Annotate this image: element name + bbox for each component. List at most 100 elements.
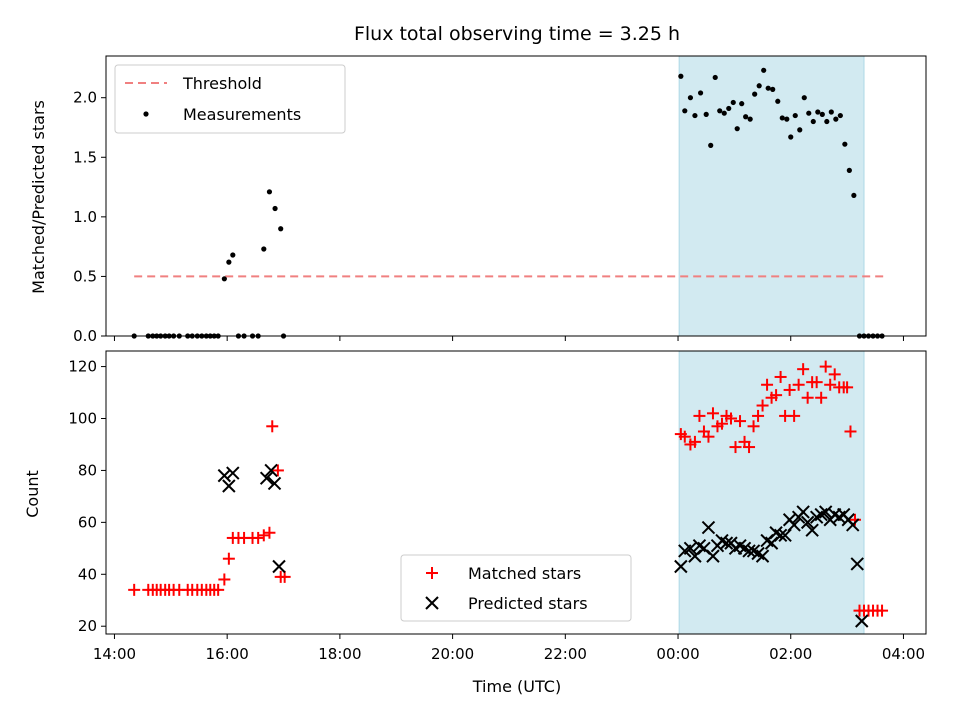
predicted-star-point [800, 515, 815, 530]
measurement-point [739, 101, 745, 107]
x-tick-label: 22:00 [544, 645, 587, 663]
matched-star-point [797, 363, 810, 376]
bottom-plot-frame [105, 350, 927, 635]
predicted-star-point [683, 541, 698, 556]
predicted-star-point [706, 549, 720, 563]
legend-predicted-label: Predicted stars [468, 594, 588, 613]
measurement-point [266, 189, 273, 195]
measurement-point [708, 142, 714, 148]
measurement-point [770, 86, 776, 92]
legend-matched-swatch [426, 567, 438, 579]
matched-star-point [810, 376, 823, 389]
matched-star-point [257, 529, 270, 542]
matched-star-point [263, 526, 276, 539]
matched-star-point [688, 435, 701, 448]
predicted-star-point [267, 476, 282, 491]
measurement-point [734, 126, 740, 132]
matched-star-point [747, 420, 760, 433]
matched-star-point [876, 604, 889, 617]
matched-star-point [702, 430, 715, 443]
measurement-point [687, 95, 694, 101]
measurement-point [824, 118, 830, 125]
measurement-point [846, 167, 852, 173]
bottom-plot: 20 40 60 80 100 120 14:00 16:00 18:00 20:00 22:00… [23, 350, 927, 696]
measurement-point [810, 118, 816, 125]
predicted-star-point [796, 505, 810, 519]
predicted-star-point [850, 557, 864, 571]
top-x-ticks [113, 336, 904, 341]
top-y-ticks: 0.0 0.5 1.0 1.5 2.0 [73, 89, 106, 345]
measurement-point [692, 112, 698, 119]
measurement-point [775, 98, 781, 104]
x-tick-label: 16:00 [206, 645, 249, 663]
matched-star-point [222, 552, 235, 565]
matched-star-point [271, 464, 284, 477]
legend-matched-label: Matched stars [468, 564, 581, 583]
chart-title: Flux total observing time = 3.25 h [354, 23, 680, 45]
predicted-star-point [846, 518, 860, 532]
matched-star-point [752, 409, 765, 422]
top-legend-box [114, 64, 346, 134]
predicted-star-point [755, 549, 770, 563]
x-tick-label: 04:00 [882, 645, 925, 663]
matched-star-point [252, 531, 265, 544]
x-tick-label: 02:00 [769, 645, 812, 663]
measurement-point [828, 109, 834, 115]
x-tick-label: 00:00 [656, 645, 699, 663]
measurement-point [788, 134, 794, 140]
matched-star-point [841, 381, 854, 394]
measurement-point [765, 85, 771, 91]
matched-star-point [828, 368, 841, 381]
measurement-point [792, 112, 798, 119]
predicted-star-point [259, 471, 274, 485]
matched-star-point [706, 407, 719, 420]
measurement-point [747, 116, 753, 122]
measurement-point [678, 73, 684, 79]
predicted-star-point [217, 468, 232, 483]
measurement-point [697, 90, 704, 96]
bottom-legend: Matched stars Predicted stars [400, 554, 632, 622]
matched-star-point [792, 378, 805, 391]
measurement-point [801, 95, 807, 101]
matched-star-point [266, 420, 279, 433]
measurement-point [779, 115, 785, 121]
top-y-axis-label: Matched/Predicted stars [29, 100, 48, 294]
matched-star-point [743, 441, 756, 454]
measurement-point [761, 67, 767, 73]
measurement-point [712, 74, 718, 81]
measurement-point [230, 252, 236, 258]
bottom-y-tick-label: 40 [78, 565, 97, 583]
measurement-point [837, 112, 843, 119]
matched-star-point [788, 409, 801, 422]
measurement-point [819, 111, 825, 117]
bottom-y-ticks: 20 40 60 80 100 120 [68, 358, 106, 635]
top-plot: 0.0 0.5 1.0 1.5 2.0 Flux total observing tim… [29, 23, 927, 345]
predicted-star-point [264, 463, 278, 478]
measurement-point [752, 91, 758, 97]
matched-star-point [756, 399, 769, 412]
matched-star-point [819, 360, 832, 373]
matched-star-point [801, 391, 814, 404]
predicted-star-point [701, 520, 716, 535]
measurement-point [806, 110, 812, 116]
predicted-star-point [719, 536, 734, 550]
measurement-point [278, 226, 284, 232]
bottom-y-tick-label: 120 [68, 358, 97, 376]
predicted-star-point [226, 466, 240, 480]
measurement-point [221, 276, 227, 282]
top-shaded-span-layer [678, 55, 865, 337]
measurement-point [842, 141, 848, 147]
top-shaded-span [678, 55, 865, 337]
bottom-y-tick-label: 60 [78, 513, 97, 531]
measurement-point [797, 127, 803, 133]
top-y-tick-label: 0.5 [73, 267, 97, 285]
legend-measurements-swatch [143, 111, 149, 117]
measurement-point [743, 114, 749, 120]
x-tick-label: 14:00 [93, 645, 136, 663]
predicted-star-point [773, 528, 788, 543]
predicted-star-point [855, 614, 869, 628]
legend-measurements-label: Measurements [183, 105, 301, 124]
matched-star-point [783, 383, 796, 396]
bottom-points-layer [128, 360, 889, 628]
matched-star-point [678, 430, 691, 443]
